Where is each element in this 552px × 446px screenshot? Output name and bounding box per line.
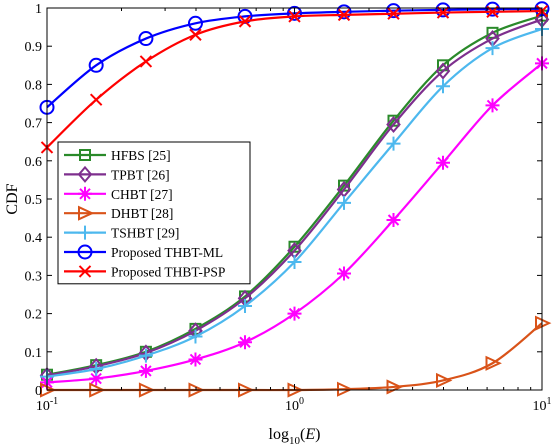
legend-marker	[78, 265, 92, 278]
data-point	[188, 352, 203, 367]
data-point	[189, 28, 202, 41]
data-point	[435, 79, 450, 94]
legend-marker	[78, 186, 92, 201]
tick-layer: 0 0.1 0.2 0.3 0.4 0.5 0.6 0.7 0.8 0.9 1 10-1 100 101	[25, 2, 552, 414]
legend-marker	[77, 244, 93, 260]
legend-entry: HFBS [25]	[64, 148, 171, 163]
legend: HFBS [25] TPBT [26] CHBT [27] DHBT [28] TSHB…	[57, 141, 251, 285]
data-point	[386, 115, 401, 134]
data-point	[435, 2, 451, 18]
data-point	[386, 213, 401, 228]
data-point	[387, 7, 400, 20]
legend-label: TSHBT [29]	[111, 226, 179, 241]
y-tick-label: 1	[35, 2, 42, 17]
y-tick-label: 0	[35, 384, 42, 399]
legend-marker	[78, 225, 92, 240]
y-tick-label: 0.9	[25, 40, 43, 55]
series-layer	[39, 1, 552, 398]
data-point	[485, 355, 502, 371]
y-tick-label: 0.5	[25, 193, 43, 208]
legend-label: CHBT [27]	[111, 187, 173, 202]
data-point	[139, 55, 153, 68]
data-point	[337, 381, 354, 397]
data-point	[287, 255, 302, 270]
data-point	[435, 62, 451, 80]
y-tick-label: 0.1	[25, 346, 43, 361]
series-line	[46, 62, 543, 384]
legend-marker	[79, 149, 91, 161]
y-axis-title: CDF	[4, 183, 21, 214]
series-line	[47, 322, 543, 392]
legend-entry: Proposed THBT-PSP	[64, 264, 225, 279]
data-point	[288, 10, 301, 23]
x-axis-title: log10(E)	[269, 426, 321, 446]
data-point	[89, 371, 104, 386]
y-tick-label: 0.4	[25, 231, 43, 246]
data-point	[89, 361, 104, 376]
legend-entry: TSHBT [29]	[64, 225, 179, 241]
legend-label: TPBT [26]	[111, 167, 170, 182]
legend-label: HFBS [25]	[111, 148, 171, 163]
data-point	[386, 136, 401, 151]
legend-marker	[77, 165, 93, 183]
series-line	[46, 7, 543, 109]
x-tick-label: 10-1	[36, 396, 58, 414]
data-point	[336, 4, 352, 20]
y-tick-label: 0.7	[25, 117, 43, 132]
legend-label: Proposed THBT-PSP	[111, 264, 225, 279]
data-point	[337, 8, 351, 22]
data-point	[435, 372, 453, 389]
series-proposed-thbt-ml	[39, 1, 550, 115]
legend-label: Proposed THBT-ML	[111, 245, 223, 260]
data-point	[138, 31, 154, 47]
data-point	[436, 6, 450, 19]
data-point	[485, 1, 501, 17]
data-point	[386, 3, 402, 19]
data-point	[337, 266, 352, 281]
data-point	[88, 57, 104, 73]
y-tick-label: 0.3	[25, 269, 43, 284]
x-tick-label: 101	[533, 396, 552, 414]
series-proposed-thbt-psp	[40, 4, 549, 154]
data-point	[287, 5, 302, 21]
series-line	[46, 9, 543, 149]
data-point	[337, 195, 352, 210]
data-point	[287, 306, 302, 321]
data-point	[138, 363, 153, 378]
data-point	[237, 8, 253, 24]
data-point	[188, 329, 203, 344]
data-point	[435, 155, 450, 170]
legend-entry: Proposed THBT-ML	[64, 244, 223, 260]
y-tick-label: 0.8	[25, 78, 43, 93]
data-point	[485, 41, 500, 56]
y-tick-label: 0.6	[25, 155, 43, 170]
y-tick-label: 0.2	[25, 308, 43, 323]
data-point	[238, 298, 253, 313]
legend-entry: CHBT [27]	[64, 186, 173, 202]
data-point	[485, 98, 500, 113]
legend-entry: TPBT [26]	[64, 165, 170, 183]
data-point	[138, 348, 153, 363]
legend-label: DHBT [28]	[111, 206, 173, 221]
x-tick-label: 100	[285, 396, 304, 414]
data-point	[238, 15, 252, 28]
legend-marker	[78, 205, 95, 221]
data-point	[187, 15, 203, 31]
legend-entry: DHBT [28]	[64, 205, 173, 221]
data-point	[238, 335, 253, 350]
data-point	[89, 93, 103, 106]
